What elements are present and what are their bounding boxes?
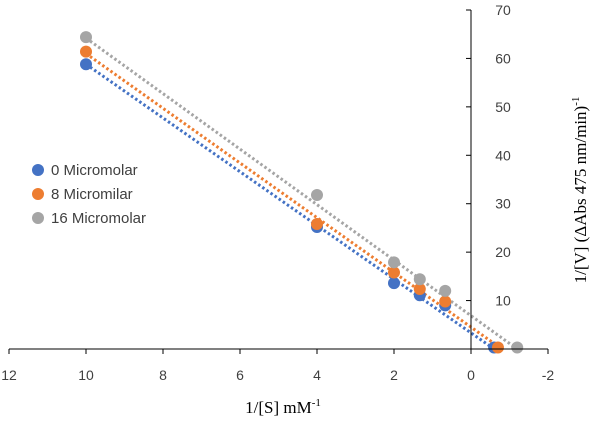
y-tick-label: 20 xyxy=(495,244,511,260)
x-axis-title: 1/[S] mM-1 xyxy=(245,397,321,417)
legend-marker-1 xyxy=(32,188,44,200)
y-tick-label: 70 xyxy=(495,2,511,18)
y-tick-label: 30 xyxy=(495,196,511,212)
y-tick-label: 50 xyxy=(495,99,511,115)
x-axis-ticks: 12 10 8 6 4 2 0 -2 xyxy=(1,349,554,383)
legend-marker-0 xyxy=(32,164,44,176)
trendline-series-2 xyxy=(85,36,519,351)
data-point-series-2-1 xyxy=(311,188,323,201)
data-point-series-1-2 xyxy=(388,266,400,279)
x-tick-label: 6 xyxy=(236,367,244,383)
legend-marker-2 xyxy=(32,212,44,224)
y-tick-label: 60 xyxy=(495,50,511,66)
data-point-series-1-4 xyxy=(439,295,452,308)
y-tick-label: 40 xyxy=(495,147,511,163)
y-axis-title: 1/[V] (ΔAbs 475 nm/min)-1 xyxy=(570,97,590,284)
data-point-series-1-3 xyxy=(413,282,426,295)
legend-label-0: 0 Micromolar xyxy=(51,162,138,179)
data-point-series-2-0 xyxy=(80,31,92,44)
x-tick-label: 8 xyxy=(159,367,167,383)
data-point-series-1-0 xyxy=(80,45,92,58)
data-point-series-1-5 xyxy=(491,341,504,354)
trendline-series-0 xyxy=(85,63,495,351)
data-point-series-0-2 xyxy=(388,277,400,290)
x-tick-label: -2 xyxy=(542,367,555,383)
legend: 0 Micromolar 8 Micromilar 16 Micromolar xyxy=(32,162,146,227)
x-tick-label: 12 xyxy=(1,367,17,383)
data-point-series-2-4 xyxy=(439,284,452,297)
x-tick-label: 0 xyxy=(467,367,475,383)
y-axis-ticks: 10 20 30 40 50 60 70 xyxy=(466,2,511,309)
y-tick-label: 10 xyxy=(495,293,511,309)
legend-label-2: 16 Micromolar xyxy=(51,210,146,227)
x-tick-label: 4 xyxy=(313,367,321,383)
x-tick-label: 10 xyxy=(78,367,94,383)
legend-label-1: 8 Micromilar xyxy=(51,186,133,203)
x-tick-label: 2 xyxy=(390,367,398,383)
trendlines xyxy=(85,36,519,351)
data-point-series-2-3 xyxy=(413,273,426,286)
data-point-series-1-1 xyxy=(311,218,323,231)
data-point-series-0-0 xyxy=(80,58,92,71)
data-points xyxy=(80,31,524,354)
data-point-series-2-2 xyxy=(388,256,400,269)
trendline-series-1 xyxy=(85,52,503,351)
data-point-series-2-5 xyxy=(511,341,524,354)
